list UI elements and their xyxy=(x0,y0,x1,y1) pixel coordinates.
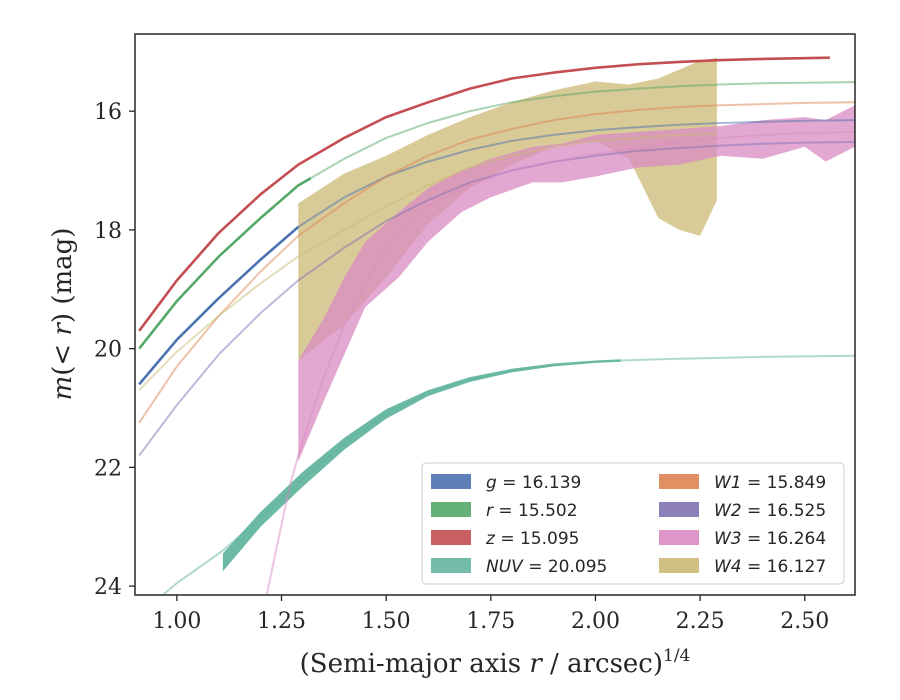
x-tick-label: 1.25 xyxy=(257,609,306,634)
legend-swatch-nuv xyxy=(431,558,471,573)
legend-label-w3: W3 = 16.264 xyxy=(714,529,826,549)
legend-swatch-z xyxy=(431,530,471,545)
legend-swatch-w3 xyxy=(659,530,699,545)
legend-swatch-g xyxy=(431,474,471,489)
x-tick-label: 2.25 xyxy=(676,609,725,634)
y-tick-label: 16 xyxy=(94,100,122,125)
band-w4 xyxy=(298,57,717,361)
y-axis-label: m(< r) (mag) xyxy=(48,228,78,401)
y-tick-label: 20 xyxy=(94,338,122,363)
legend-label-w2: W2 = 16.525 xyxy=(714,501,826,521)
x-tick-label: 2.00 xyxy=(571,609,620,634)
legend-swatch-w1 xyxy=(659,474,699,489)
line-w3-faded xyxy=(265,131,855,595)
x-tick-label: 1.50 xyxy=(362,609,411,634)
legend: g = 16.139 r = 15.502 z = 15.095 NUV = 20.0… xyxy=(421,462,845,585)
y-tick-label: 18 xyxy=(94,219,122,244)
line-r-faded xyxy=(310,81,855,179)
line-w4-faded xyxy=(138,132,717,391)
band-w3 xyxy=(298,105,855,462)
line-w1-faded xyxy=(138,101,855,424)
uncertainty-bands xyxy=(222,57,855,572)
legend-swatch-w2 xyxy=(659,502,699,517)
legend-label-w1: W1 = 15.849 xyxy=(714,473,826,493)
x-tick-label: 1.75 xyxy=(466,609,515,634)
line-nuv-faded xyxy=(161,354,855,595)
legend-swatch-w4 xyxy=(659,558,699,573)
series-lines xyxy=(138,56,855,595)
legend-swatch-r xyxy=(431,502,471,517)
legend-label-nuv: NUV = 20.095 xyxy=(486,557,607,577)
plot-frame xyxy=(134,33,856,596)
y-tick-label: 24 xyxy=(94,575,122,600)
line-g xyxy=(138,225,300,386)
line-r xyxy=(138,176,312,350)
legend-frame xyxy=(421,462,845,585)
x-axis-label: (Semi-major axis r / arcsec)1/4 xyxy=(300,646,691,679)
legend-label-w4: W4 = 16.127 xyxy=(714,557,826,577)
line-z xyxy=(138,56,830,332)
legend-label-r: r = 15.502 xyxy=(486,501,578,521)
x-tick-label: 2.50 xyxy=(780,609,829,634)
axis-ticks: 1.00 1.25 1.50 1.75 2.00 2.25 2.50 16 18 20 22 24 xyxy=(94,100,829,634)
x-tick-label: 1.00 xyxy=(152,609,201,634)
y-tick-label: 22 xyxy=(94,456,122,481)
line-w2-faded xyxy=(138,141,855,457)
legend-label-z: z = 15.095 xyxy=(485,529,579,549)
legend-label-g: g = 16.139 xyxy=(486,473,581,493)
